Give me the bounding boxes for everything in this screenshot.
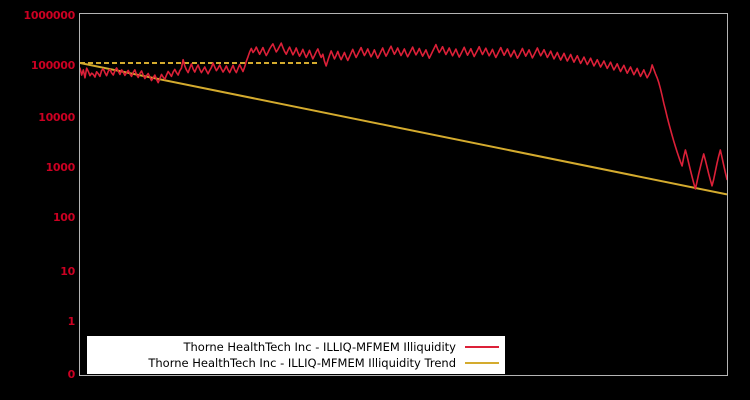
legend-label-illiquidity: Thorne HealthTech Inc - ILLIQ-MFMEM Illi… [183, 339, 456, 354]
y-tick-label: 1000000 [23, 9, 76, 22]
legend-label-illiquidity-trend: Thorne HealthTech Inc - ILLIQ-MFMEM Illi… [148, 355, 456, 370]
illiquidity-series-line [80, 42, 727, 190]
trend-line-group [80, 62, 727, 196]
illiquidity-trend-line [80, 62, 727, 196]
y-tick-label: 0 [67, 368, 76, 381]
y-tick-label: 10000 [38, 111, 75, 124]
legend-entry-illiquidity-trend: Thorne HealthTech Inc - ILLIQ-MFMEM Illi… [87, 355, 499, 371]
legend-swatch-illiquidity [465, 346, 499, 348]
y-tick-label: 1000 [45, 161, 76, 174]
y-axis: 1000000 100000 10000 1000 100 10 1 0 [0, 0, 76, 400]
y-tick-label: 10 [60, 265, 75, 278]
chart-legend[interactable]: Thorne HealthTech Inc - ILLIQ-MFMEM Illi… [87, 336, 505, 374]
plot-svg [80, 42, 727, 196]
plot-area [79, 13, 728, 376]
series-line-group [80, 42, 727, 190]
y-tick-label: 100000 [30, 59, 75, 72]
legend-swatch-illiquidity-trend [465, 362, 499, 364]
legend-entry-illiquidity: Thorne HealthTech Inc - ILLIQ-MFMEM Illi… [87, 339, 499, 355]
y-tick-label: 100 [52, 211, 75, 224]
y-tick-label: 1 [67, 315, 76, 328]
